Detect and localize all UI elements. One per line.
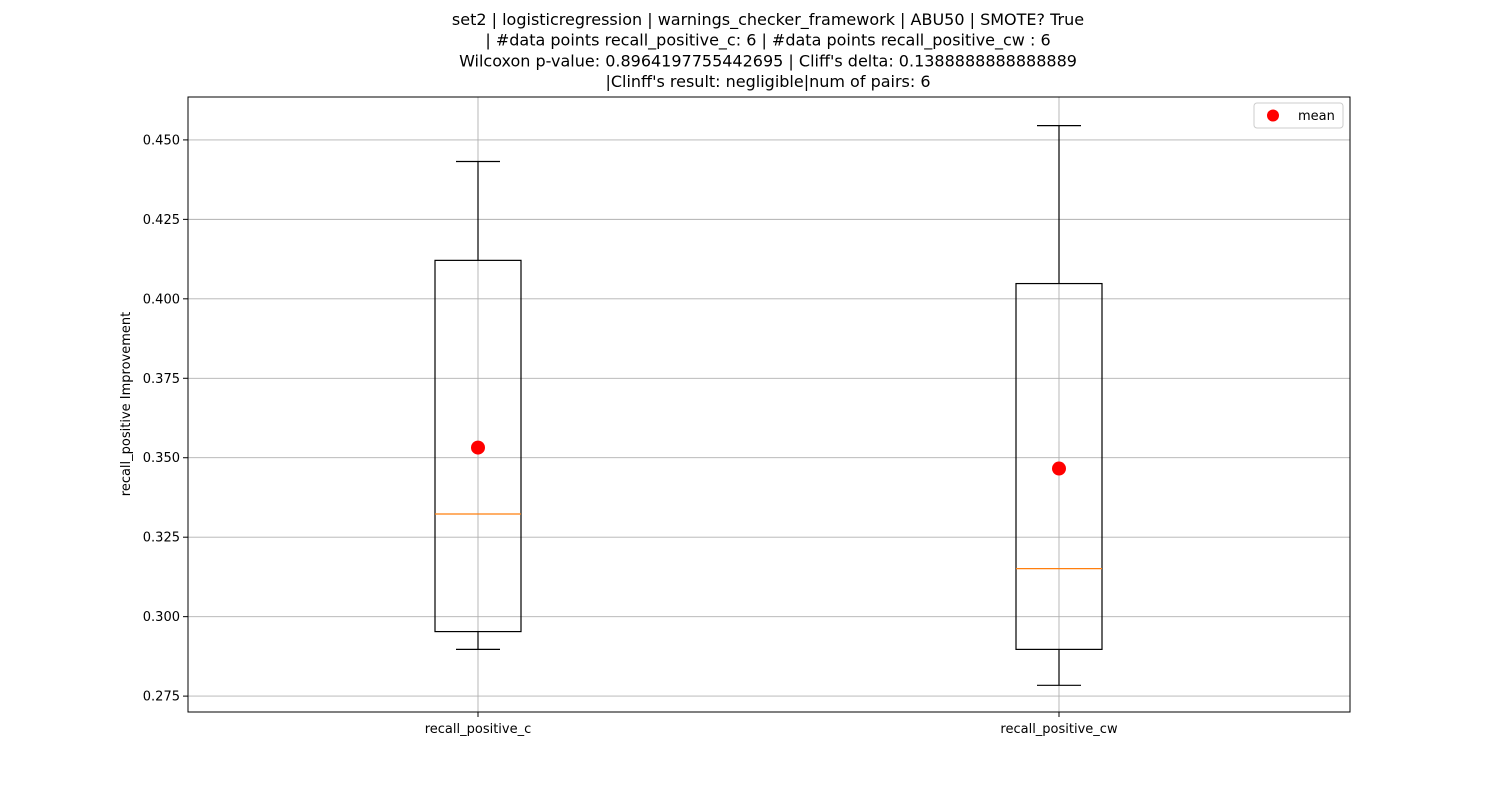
x-tick-label: recall_positive_cw: [1000, 722, 1118, 737]
y-tick-label: 0.275: [143, 690, 180, 705]
axes: 0.275 0.300 0.325 0.350 0.375 0.400 0.425 0.450…: [143, 96, 1351, 737]
legend-frame: [1253, 102, 1344, 129]
legend: mean: [1253, 102, 1344, 129]
title-line: |Clinff's result: negligible|num of pair…: [605, 72, 930, 91]
x-tick-label: recall_positive_c: [425, 722, 532, 737]
y-tick-label: 0.375: [143, 372, 180, 387]
y-tick-label: 0.300: [143, 610, 180, 625]
chart-title: set2 | logisticregression | warnings_che…: [452, 10, 1084, 91]
iqr-box: [434, 259, 522, 633]
y-tick-label: 0.400: [143, 292, 180, 307]
y-tick-label: 0.350: [143, 451, 180, 466]
grid-lines: [188, 97, 1350, 712]
mean-marker: [1052, 461, 1066, 476]
title-line: set2 | logisticregression | warnings_che…: [452, 10, 1084, 30]
mean-marker: [471, 440, 485, 455]
legend-label-mean: mean: [1298, 109, 1335, 124]
plot-frame: [187, 96, 1351, 713]
iqr-box: [1015, 282, 1103, 650]
box-plot-recall_positive_cw: [1015, 125, 1103, 686]
y-tick-label: 0.425: [143, 213, 180, 228]
title-line: Wilcoxon p-value: 0.8964197755442695 | C…: [459, 51, 1077, 70]
box-plot-recall_positive_c: [434, 160, 522, 650]
y-tick-label: 0.325: [143, 531, 180, 546]
y-axis-label: recall_positive Improvement: [119, 312, 134, 496]
box-plots: [434, 125, 1103, 686]
legend-mean-marker: [1267, 109, 1279, 122]
y-tick-label: 0.450: [143, 133, 180, 148]
title-line: | #data points recall_positive_c: 6 | #d…: [485, 31, 1050, 51]
